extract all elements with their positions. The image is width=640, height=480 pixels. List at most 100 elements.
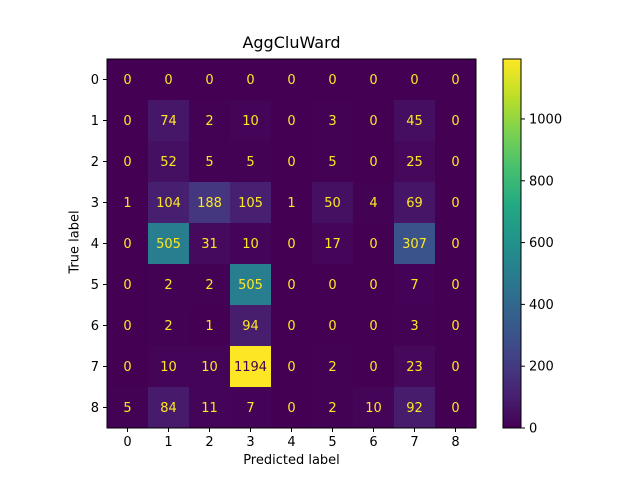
heatmap-cell [230,264,272,306]
cell-value-label: 50 [324,196,341,211]
colorbar-segment [503,320,521,325]
cell-value-label: 31 [201,237,218,252]
x-tick-label: 5 [328,435,336,450]
colorbar-segment [503,92,521,97]
colorbar-segment [503,62,521,66]
cell-value-label: 0 [123,237,131,252]
heatmap-cell [394,346,436,388]
heatmap-cell [107,141,149,183]
heatmap-cell [148,305,190,347]
colorbar-segment [503,391,521,395]
cell-value-label: 0 [410,73,418,88]
cell-value-label: 17 [324,237,341,252]
colorbar-segment [503,209,521,214]
colorbar-segment [503,160,521,165]
colorbar-segment [503,249,521,254]
colorbar-segment [503,357,521,361]
heatmap-cell [230,182,272,224]
heatmap-cell [230,346,272,388]
colorbar-segment [503,421,521,426]
heatmap-cell [353,305,395,347]
heatmap-cell [107,59,149,101]
colorbar-segment [503,188,521,192]
cell-value-label: 0 [123,155,131,170]
heatmap-cell [271,305,313,347]
colorbar-segment [503,185,521,189]
colorbar-segment [503,212,521,217]
heatmap-cell [189,141,231,183]
heatmap-cell [435,59,477,101]
heatmap-cell [189,305,231,347]
heatmap-cell [189,264,231,306]
colorbar-segment [503,286,521,291]
cell-value-label: 0 [287,155,295,170]
colorbar-segment [503,403,521,408]
heatmap-cell [312,346,354,388]
colorbar-segment [503,114,521,119]
heatmap-cell [435,182,477,224]
colorbar-segment [503,341,521,346]
colorbar-tick-label: 1000 [529,112,562,127]
heatmap-cell [394,264,436,306]
heatmap-cell [107,264,149,306]
colorbar-segment [503,394,521,398]
colorbar-segment [503,240,521,245]
cell-value-label: 10 [242,114,259,129]
colorbar-segment [503,95,521,100]
colorbar-segment [503,255,521,260]
colorbar-segment [503,194,521,198]
x-tick-label: 0 [123,435,131,450]
colorbar-segment [503,200,521,205]
cell-value-label: 2 [164,319,172,334]
cell-value-label: 52 [160,155,177,170]
cell-value-label: 10 [242,237,259,252]
heatmap-cell [189,346,231,388]
heatmap-cell [435,223,477,265]
colorbar-segment [503,274,521,278]
heatmap-cell [107,387,149,429]
colorbar-segment [503,172,521,177]
colorbar-segment [503,289,521,294]
heatmap-cell [148,141,190,183]
colorbar-tick-label: 200 [529,360,554,375]
heatmap-cell [230,305,272,347]
heatmap-cell [189,223,231,265]
colorbar-segment [503,400,521,404]
cell-value-label: 45 [406,114,423,129]
heatmap-cell [148,264,190,306]
colorbar-segment [503,218,521,223]
cell-value-label: 5 [205,155,213,170]
heatmap-cell [230,387,272,429]
colorbar-segment [503,175,521,180]
heatmap-cell [435,100,477,142]
cell-value-label: 0 [287,319,295,334]
colorbar-segment [503,65,521,69]
colorbar-segment [503,197,521,202]
colorbar-segment [503,123,521,128]
heatmap-cell [435,346,477,388]
heatmap-cell [312,100,354,142]
colorbar-segment [503,111,521,115]
y-tick-label: 8 [91,401,99,416]
cell-value-label: 0 [451,155,459,170]
heatmap-cell [353,100,395,142]
colorbar-segment [503,117,521,122]
heatmap-cell [148,223,190,265]
colorbar-segment [503,363,521,368]
heatmap-cell [107,346,149,388]
colorbar-segment [503,102,521,106]
heatmap-cell [394,305,436,347]
heatmap-cell [107,223,149,265]
heatmap-cell [271,141,313,183]
heatmap-cell [435,141,477,183]
colorbar-segment [503,252,521,257]
colorbar-tick-label: 800 [529,174,554,189]
colorbar-segment [503,145,521,149]
cell-value-label: 1 [205,319,213,334]
colorbar-segment [503,424,521,429]
cell-value-label: 2 [328,360,336,375]
colorbar-segment [503,132,521,137]
colorbar-segment [503,148,521,152]
heatmap-cell [312,59,354,101]
